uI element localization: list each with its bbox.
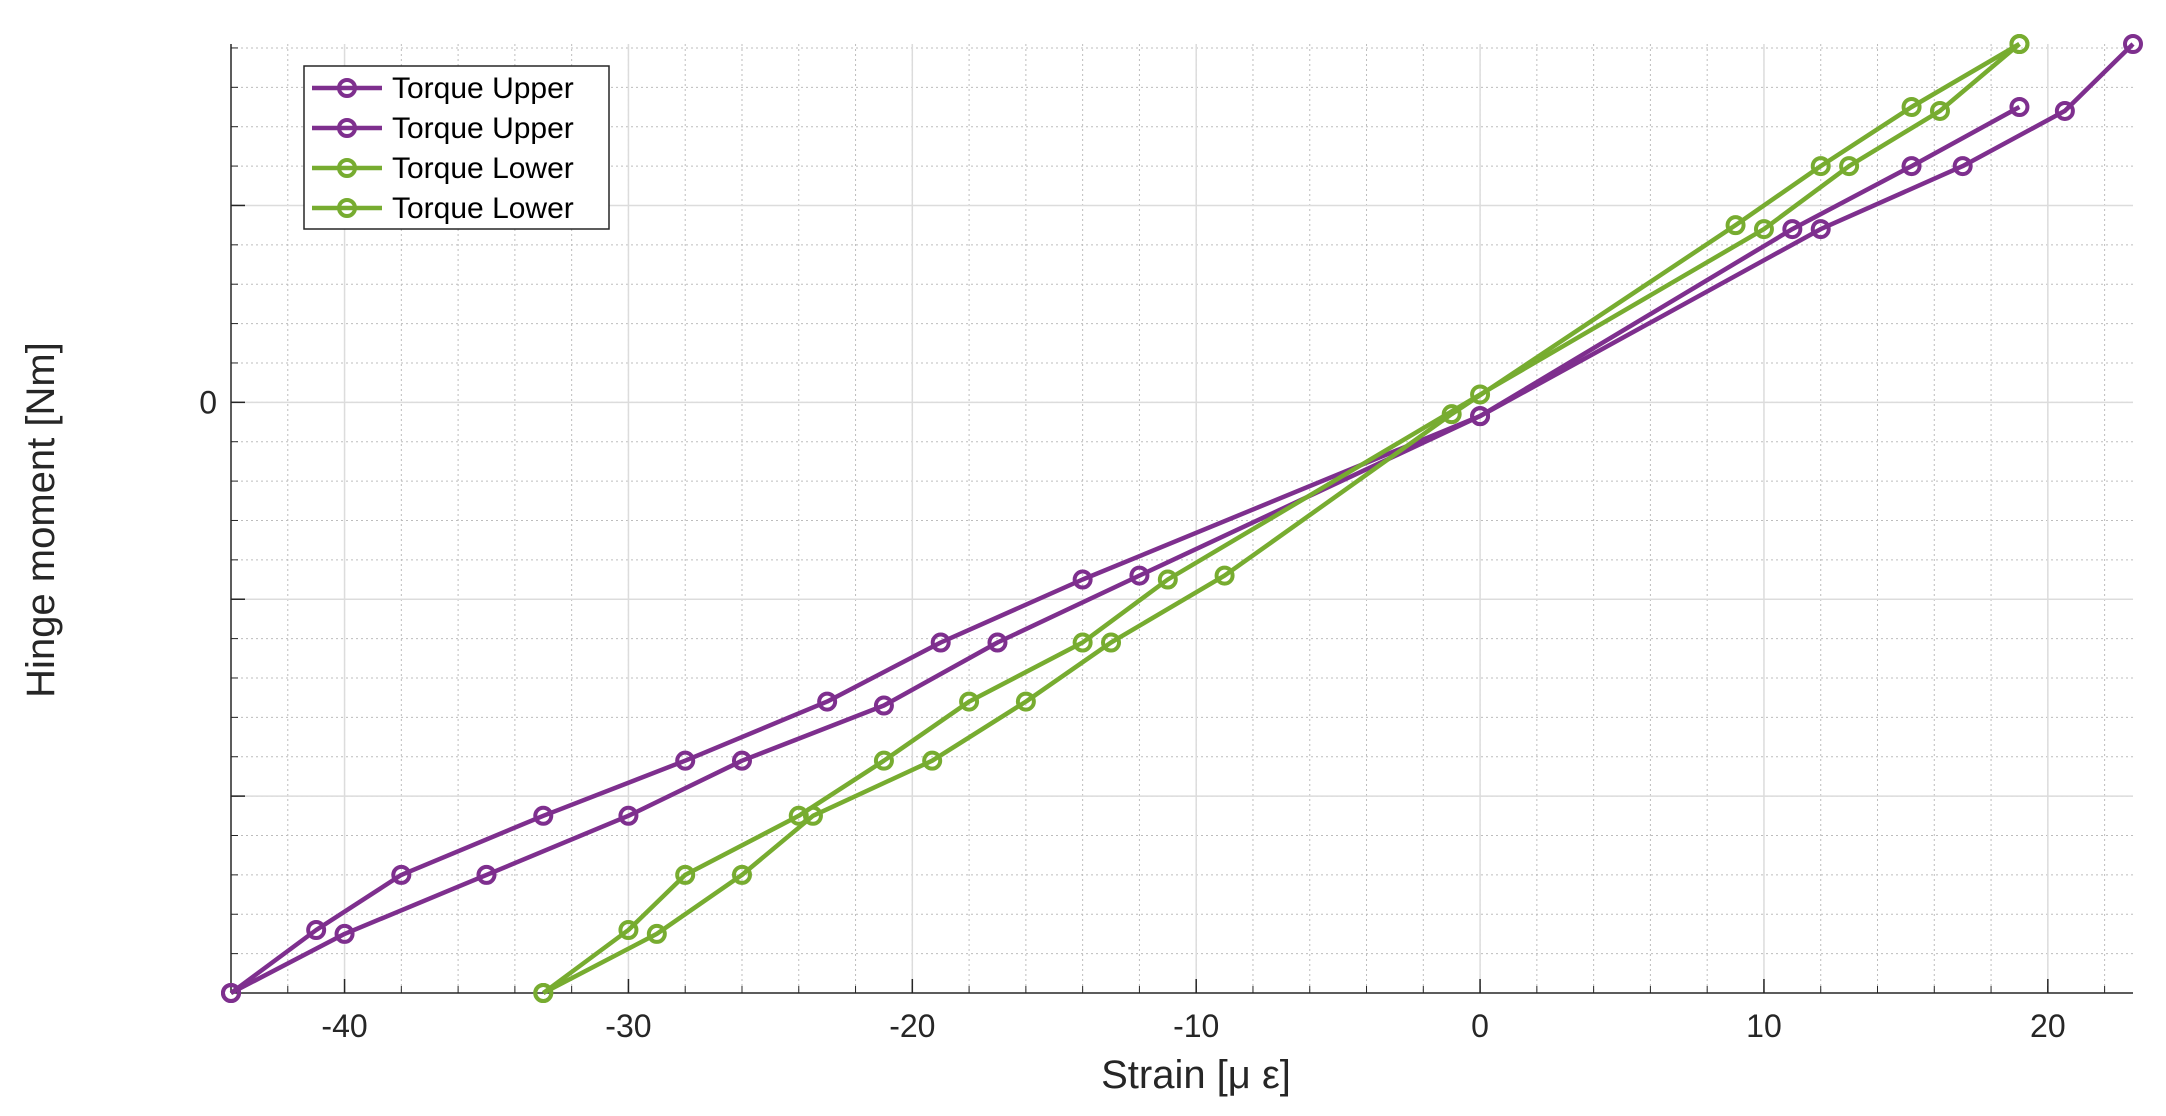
data-point bbox=[1015, 691, 1036, 712]
data-point bbox=[1901, 156, 1922, 177]
data-point bbox=[221, 983, 241, 1003]
data-point bbox=[959, 691, 980, 712]
data-point bbox=[1929, 100, 1950, 121]
data-point bbox=[1753, 219, 1774, 240]
series-line bbox=[541, 42, 2021, 995]
y-tick-label: 0 bbox=[199, 384, 217, 420]
series-2 bbox=[221, 97, 2030, 1003]
data-point bbox=[1101, 632, 1122, 653]
data-point bbox=[1810, 219, 1831, 240]
data-point bbox=[391, 864, 412, 885]
data-point bbox=[1782, 219, 1803, 240]
series-layer bbox=[221, 34, 2143, 1003]
x-tick-label: -20 bbox=[889, 1008, 935, 1044]
x-tick-label: -40 bbox=[321, 1008, 367, 1044]
data-point bbox=[1470, 406, 1491, 427]
data-point bbox=[1157, 569, 1178, 590]
x-tick-label: -10 bbox=[1173, 1008, 1219, 1044]
legend-swatch-marker bbox=[337, 198, 357, 218]
data-point bbox=[922, 750, 943, 771]
legend-entry-label: Torque Upper bbox=[392, 72, 574, 105]
data-point bbox=[1725, 215, 1746, 236]
data-point bbox=[533, 805, 554, 826]
data-point bbox=[675, 750, 696, 771]
data-point bbox=[873, 695, 894, 716]
legend: Torque Upper Torque Upper Torque Lower Torq… bbox=[303, 65, 610, 230]
data-point bbox=[817, 691, 838, 712]
x-tick-label: 10 bbox=[1746, 1008, 1782, 1044]
legend-swatch-marker bbox=[337, 158, 357, 178]
data-point bbox=[1810, 156, 1831, 177]
data-point bbox=[873, 750, 894, 771]
data-point bbox=[930, 632, 951, 653]
data-point bbox=[306, 919, 327, 940]
data-point bbox=[1470, 384, 1491, 405]
data-point bbox=[618, 805, 639, 826]
data-point bbox=[1129, 565, 1150, 586]
data-point bbox=[2009, 34, 2030, 54]
data-point bbox=[2054, 100, 2075, 121]
series-4 bbox=[533, 34, 2030, 1003]
data-point bbox=[2009, 97, 2030, 118]
y-axis-label: Hinge moment [Nm] bbox=[19, 342, 63, 698]
data-point bbox=[1952, 156, 1973, 177]
x-axis-label: Strain [μ ε] bbox=[1101, 1053, 1291, 1097]
data-point bbox=[731, 864, 752, 885]
series-line bbox=[229, 42, 2135, 995]
data-point bbox=[476, 864, 497, 885]
data-point bbox=[533, 983, 554, 1003]
x-tick-label: -30 bbox=[605, 1008, 651, 1044]
series-line bbox=[229, 105, 2021, 995]
data-point bbox=[618, 919, 639, 940]
legend-swatch-marker bbox=[337, 118, 357, 138]
data-point bbox=[731, 750, 752, 771]
data-point bbox=[1839, 156, 1860, 177]
data-point bbox=[334, 923, 355, 944]
data-point bbox=[1072, 632, 1093, 653]
tick-labels: -40 -30 -20 -10 0 10 20 0 bbox=[199, 384, 2065, 1044]
legend-entry-label: Torque Lower bbox=[392, 152, 574, 185]
data-point bbox=[675, 864, 696, 885]
data-point bbox=[1214, 565, 1235, 586]
data-point bbox=[646, 923, 667, 944]
x-tick-label: 20 bbox=[2030, 1008, 2066, 1044]
data-point bbox=[2123, 34, 2143, 54]
data-point bbox=[1072, 569, 1093, 590]
series-line bbox=[542, 42, 2021, 995]
legend-entry-label: Torque Upper bbox=[392, 112, 574, 145]
data-point bbox=[987, 632, 1008, 653]
x-tick-label: 0 bbox=[1471, 1008, 1489, 1044]
legend-entry-label: Torque Lower bbox=[392, 192, 574, 225]
data-point bbox=[1901, 97, 1922, 118]
legend-swatch-marker bbox=[337, 78, 357, 98]
data-point bbox=[788, 805, 809, 826]
